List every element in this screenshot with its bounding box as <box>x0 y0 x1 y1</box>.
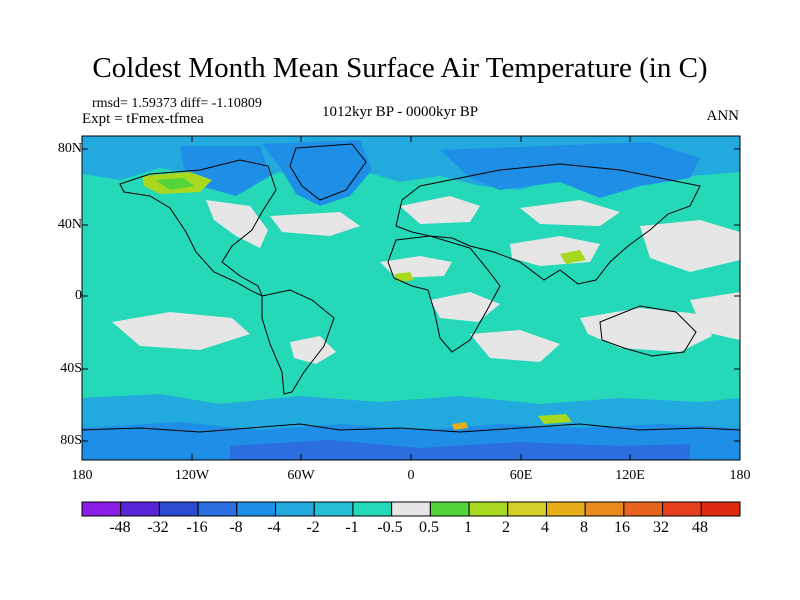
warm-patch-tibet <box>560 250 586 264</box>
neutral-patch-south-atlantic <box>430 292 500 322</box>
colorbar-box <box>700 501 741 517</box>
colorbar-box <box>236 501 277 517</box>
colorbar-box <box>468 501 509 517</box>
colorbar-box <box>429 501 470 517</box>
colorbar-box <box>313 501 354 517</box>
lat-label-80n: 80N <box>57 141 82 156</box>
colorbar-box <box>391 501 431 517</box>
colorbar-box <box>352 501 393 517</box>
colorbar-label: -32 <box>147 519 169 536</box>
lon-label-180w: 180 <box>71 468 93 483</box>
colorbar-label: 8 <box>580 519 588 536</box>
lon-label-120e: 120E <box>615 468 645 483</box>
lon-label-60e: 60E <box>509 468 533 483</box>
warm-patch-antarctica-center <box>452 422 468 430</box>
lon-label-180e: 180 <box>729 468 751 483</box>
colorbar-box <box>662 501 702 517</box>
colorbar-box <box>120 501 160 517</box>
neutral-patch-east-pacific <box>690 292 740 340</box>
lon-label-0: 0 <box>407 468 415 483</box>
colorbar-box <box>158 501 199 517</box>
colorbar-label: -16 <box>186 519 208 536</box>
neutral-patch-sahara <box>380 256 452 278</box>
neutral-patch-australia <box>580 308 712 352</box>
coastline-south-america <box>261 289 335 395</box>
siberia-cold-region <box>440 142 700 198</box>
colorbar-label: 48 <box>692 519 708 536</box>
season-text: ANN <box>706 108 740 124</box>
colorbar-label: -1 <box>345 519 359 536</box>
coastline-greenland <box>289 143 367 201</box>
lon-label-120w: 120W <box>174 468 210 483</box>
lat-label-40n: 40N <box>57 217 82 232</box>
axis-ticks <box>81 136 741 460</box>
antarctica-coldest-region <box>230 440 690 460</box>
neutral-patch-indian-ocean <box>470 330 560 362</box>
lat-label-80s: 80S <box>60 433 82 448</box>
map-field <box>82 136 740 460</box>
lat-label-40s: 40S <box>60 361 82 376</box>
neutral-patch-east-asia <box>520 200 620 226</box>
colorbar-box <box>197 501 238 517</box>
colorbar-label: 0.5 <box>419 519 439 536</box>
colorbar-label: 16 <box>614 519 630 536</box>
colorbar-label: -2 <box>306 519 320 536</box>
colorbar-label: -8 <box>229 519 243 536</box>
lon-label-60w: 60W <box>287 468 315 483</box>
coastline-north-america <box>119 159 277 298</box>
greenland-cold-region <box>262 140 372 206</box>
colorbar-label: -4 <box>267 519 281 536</box>
colorbar-label: 4 <box>541 519 549 536</box>
colorbar-box <box>81 501 122 517</box>
period-text: 1012kyr BP - 0000kyr BP <box>321 104 479 120</box>
colorbar-box <box>545 501 586 517</box>
neutral-patch-north-atlantic <box>270 212 360 236</box>
coastline-africa <box>387 235 501 353</box>
colorbar-boxes <box>81 501 741 517</box>
lat-label-0: 0 <box>75 288 82 303</box>
colorbar-label: 1 <box>464 519 472 536</box>
coastline-australia <box>599 305 697 357</box>
colorbar-label: 32 <box>653 519 669 536</box>
coastlines <box>82 143 740 433</box>
coastline-eurasia <box>395 163 701 285</box>
colorbar-label: -0.5 <box>377 519 403 536</box>
neutral-patch-south-america <box>290 336 336 364</box>
neutral-patch-north-america <box>206 200 268 248</box>
colorbar-box <box>275 501 315 517</box>
neutral-patch-north-pacific <box>640 220 740 272</box>
colorbar-label: 2 <box>502 519 510 536</box>
coastline-antarctica <box>82 423 740 433</box>
warm-patch-antarctica-east <box>538 414 572 424</box>
stats-text: rmsd= 1.59373 diff= -1.10809 <box>92 96 262 111</box>
colorbar-label: -48 <box>109 519 131 536</box>
colorbar-box <box>584 501 625 517</box>
warm-patch-west-africa <box>394 272 414 282</box>
neutral-patch-south-pacific <box>112 312 250 350</box>
experiment-text: Expt = tFmex-tfmea <box>82 111 204 127</box>
colorbar-box <box>623 501 664 517</box>
plot-title: Coldest Month Mean Surface Air Temperatu… <box>92 52 708 84</box>
colorbar-box <box>507 501 547 517</box>
warm-patch-alaska-core <box>156 178 194 190</box>
neutral-patch-west-eurasia <box>400 196 480 224</box>
